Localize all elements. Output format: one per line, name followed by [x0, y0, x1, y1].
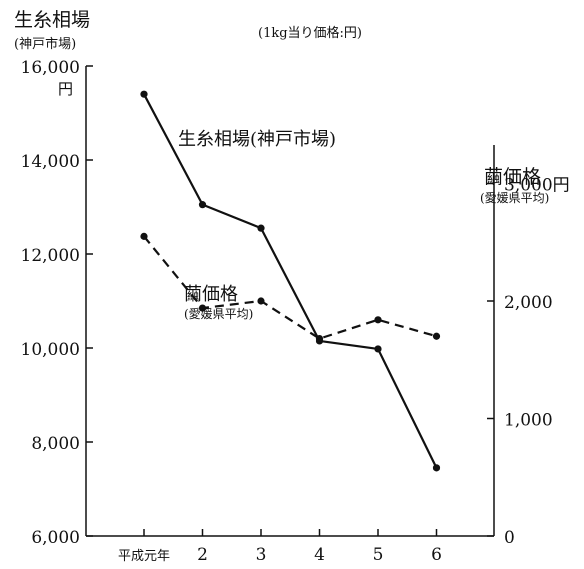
series-label-silk: 生糸相場(神戸市場): [178, 129, 336, 150]
left-y-tick-label: 12,000: [21, 246, 80, 266]
left-y-tick-label: 10,000: [21, 340, 80, 360]
left-y-tick-label: 8,000: [31, 434, 80, 454]
data-point-cocoon: [257, 297, 265, 305]
data-point-silk: [198, 201, 207, 209]
series-label-cocoon: 繭価格: [184, 284, 238, 305]
right-y-tick-label: 1,000: [504, 411, 553, 431]
data-point-silk: [140, 90, 148, 98]
x-tick-label: 3: [256, 545, 267, 565]
data-point-cocoon: [374, 316, 382, 324]
data-point-silk: [257, 224, 265, 232]
data-point-cocoon: [198, 304, 207, 312]
left-axis-subtitle: (神戸市場): [14, 36, 76, 52]
left-y-tick-label: 14,000: [21, 152, 80, 172]
chart-unit-note: (1kg当り価格:円): [258, 25, 362, 41]
x-tick-label: 6: [431, 545, 442, 565]
x-tick-label: 平成元年: [118, 549, 170, 564]
left-axis-unit: 円: [58, 80, 73, 98]
series-label-cocoon-sub: (愛媛県平均): [184, 307, 253, 321]
data-point-cocoon: [432, 332, 441, 340]
data-point-cocoon: [315, 335, 324, 343]
x-tick-label: 5: [373, 545, 384, 565]
left-y-tick-label: 16,000: [21, 58, 80, 78]
data-point-silk: [432, 464, 441, 472]
left-axis-title: 生糸相場: [14, 9, 90, 31]
right-y-tick-label: 0: [504, 528, 515, 548]
x-tick-label: 4: [314, 545, 325, 565]
left-y-tick-label: 6,000: [31, 528, 80, 548]
x-tick-label: 2: [197, 545, 208, 565]
data-point-cocoon: [140, 232, 148, 240]
right-axis-subtitle: (愛媛県平均): [480, 191, 549, 205]
series-line-cocoon: [143, 235, 437, 340]
series-line-silk: [143, 93, 438, 469]
right-axis-title: 繭価格: [484, 166, 541, 188]
right-y-tick-label: 3,000円: [504, 176, 570, 196]
right-y-tick-label: 2,000: [504, 293, 553, 313]
data-point-silk: [374, 345, 382, 353]
